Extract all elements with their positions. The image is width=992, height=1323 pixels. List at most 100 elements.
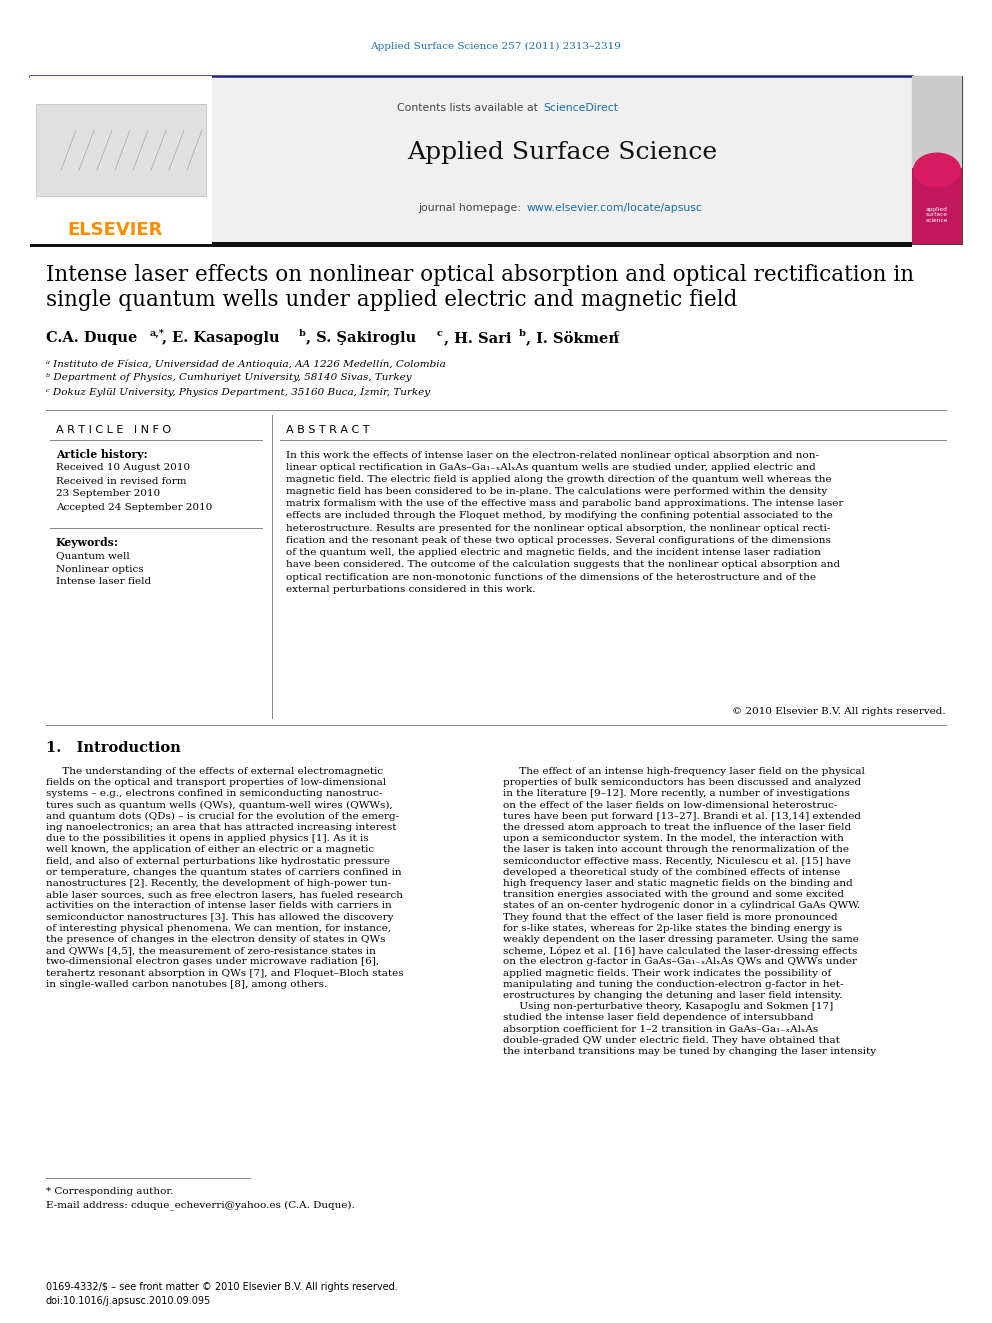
Text: studied the intense laser field dependence of intersubband: studied the intense laser field dependen… [503, 1013, 813, 1023]
Text: 1.   Introduction: 1. Introduction [46, 741, 181, 755]
Bar [912, 75, 962, 243]
Text: C.A. Duque: C.A. Duque [46, 331, 137, 345]
Text: tures such as quantum wells (QWs), quantum-well wires (QWWs),: tures such as quantum wells (QWs), quant… [46, 800, 393, 810]
Text: , S. Şakiroglu: , S. Şakiroglu [306, 331, 417, 345]
Text: on the electron g-factor in GaAs–Ga₁₋ₓAlₓAs QWs and QWWs under: on the electron g-factor in GaAs–Ga₁₋ₓAl… [503, 958, 857, 966]
Text: ing nanoelectronics; an area that has attracted increasing interest: ing nanoelectronics; an area that has at… [46, 823, 397, 832]
Text: magnetic field has been considered to be in-plane. The calculations were perform: magnetic field has been considered to be… [286, 487, 827, 496]
Text: journal homepage:: journal homepage: [419, 202, 525, 213]
Text: applied magnetic fields. Their work indicates the possibility of: applied magnetic fields. Their work indi… [503, 968, 831, 978]
Text: and quantum dots (QDs) – is crucial for the evolution of the emerg-: and quantum dots (QDs) – is crucial for … [46, 812, 399, 822]
Ellipse shape [913, 152, 961, 188]
Text: applied
surface
science: applied surface science [926, 206, 948, 224]
Text: developed a theoretical study of the combined effects of intense: developed a theoretical study of the com… [503, 868, 840, 877]
Text: fields on the optical and transport properties of low-dimensional: fields on the optical and transport prop… [46, 778, 386, 787]
Text: the presence of changes in the electron density of states in QWs: the presence of changes in the electron … [46, 935, 386, 945]
Text: transition energies associated with the ground and some excited: transition energies associated with the … [503, 890, 844, 900]
Text: on the effect of the laser fields on low-dimensional heterostruc-: on the effect of the laser fields on low… [503, 800, 837, 810]
Text: b: b [519, 328, 526, 337]
Text: effects are included through the Floquet method, by modifying the confining pote: effects are included through the Floquet… [286, 512, 832, 520]
Text: Intense laser field: Intense laser field [56, 578, 151, 586]
Text: Received 10 August 2010: Received 10 August 2010 [56, 463, 190, 472]
Text: Keywords:: Keywords: [56, 537, 119, 548]
Text: c: c [437, 328, 442, 337]
Text: a,*: a,* [150, 328, 165, 337]
Text: ᵃ Instituto de Física, Universidad de Antioquia, AA 1226 Medellín, Colombia: ᵃ Instituto de Física, Universidad de An… [46, 360, 445, 369]
Text: , I. Sökmen: , I. Sökmen [526, 331, 619, 345]
Text: and QWWs [4,5], the measurement of zero-resistance states in: and QWWs [4,5], the measurement of zero-… [46, 946, 376, 955]
Text: , H. Sari: , H. Sari [444, 331, 512, 345]
Text: the laser is taken into account through the renormalization of the: the laser is taken into account through … [503, 845, 849, 855]
Text: www.elsevier.com/locate/apsusc: www.elsevier.com/locate/apsusc [527, 202, 703, 213]
Text: The effect of an intense high-frequency laser field on the physical: The effect of an intense high-frequency … [503, 767, 865, 777]
Text: manipulating and tuning the conduction-electron g-factor in het-: manipulating and tuning the conduction-e… [503, 980, 843, 988]
Bar [30, 75, 212, 243]
Text: have been considered. The outcome of the calculation suggests that the nonlinear: have been considered. The outcome of the… [286, 561, 840, 569]
Text: field, and also of external perturbations like hydrostatic pressure: field, and also of external perturbation… [46, 856, 390, 865]
Text: In this work the effects of intense laser on the electron-related nonlinear opti: In this work the effects of intense lase… [286, 451, 819, 459]
Text: of interesting physical phenomena. We can mention, for instance,: of interesting physical phenomena. We ca… [46, 923, 391, 933]
Text: © 2010 Elsevier B.V. All rights reserved.: © 2010 Elsevier B.V. All rights reserved… [732, 708, 946, 717]
Text: in the literature [9–12]. More recently, a number of investigations: in the literature [9–12]. More recently,… [503, 790, 850, 798]
Text: matrix formalism with the use of the effective mass and parabolic band approxima: matrix formalism with the use of the eff… [286, 499, 843, 508]
Text: Article history:: Article history: [56, 448, 148, 459]
Text: ᶜ Dokuz Eylül University, Physics Department, 35160 Buca, İzmir, Turkey: ᶜ Dokuz Eylül University, Physics Depart… [46, 386, 431, 397]
Text: 23 September 2010: 23 September 2010 [56, 490, 161, 499]
Text: for s-like states, whereas for 2p-like states the binding energy is: for s-like states, whereas for 2p-like s… [503, 923, 842, 933]
Text: two-dimensional electron gases under microwave radiation [6],: two-dimensional electron gases under mic… [46, 958, 379, 966]
Text: Applied Surface Science: Applied Surface Science [407, 142, 717, 164]
Text: nanostructures [2]. Recently, the development of high-power tun-: nanostructures [2]. Recently, the develo… [46, 878, 391, 888]
Text: optical rectification are non-monotonic functions of the dimensions of the heter: optical rectification are non-monotonic … [286, 573, 816, 582]
Text: erostructures by changing the detuning and laser field intensity.: erostructures by changing the detuning a… [503, 991, 842, 1000]
Text: scheme, López et al. [16] have calculated the laser-dressing effects: scheme, López et al. [16] have calculate… [503, 946, 857, 955]
Text: single quantum wells under applied electric and magnetic field: single quantum wells under applied elect… [46, 288, 737, 311]
Text: semiconductor effective mass. Recently, Niculescu et al. [15] have: semiconductor effective mass. Recently, … [503, 856, 851, 865]
Text: A R T I C L E   I N F O: A R T I C L E I N F O [56, 425, 172, 435]
Text: or temperature, changes the quantum states of carriers confined in: or temperature, changes the quantum stat… [46, 868, 402, 877]
Text: A B S T R A C T: A B S T R A C T [286, 425, 369, 435]
Text: high frequency laser and static magnetic fields on the binding and: high frequency laser and static magnetic… [503, 878, 853, 888]
Text: double-graded QW under electric field. They have obtained that: double-graded QW under electric field. T… [503, 1036, 840, 1045]
Text: of the quantum well, the applied electric and magnetic fields, and the incident : of the quantum well, the applied electri… [286, 548, 820, 557]
Text: b: b [299, 328, 306, 337]
Text: ELSEVIER: ELSEVIER [67, 221, 163, 239]
Text: , E. Kasapoglu: , E. Kasapoglu [162, 331, 280, 345]
Text: semiconductor nanostructures [3]. This has allowed the discovery: semiconductor nanostructures [3]. This h… [46, 913, 394, 922]
Text: absorption coefficient for 1–2 transition in GaAs–Ga₁₋ₓAlₓAs: absorption coefficient for 1–2 transitio… [503, 1024, 818, 1033]
Text: tures have been put forward [13–27]. Brandi et al. [13,14] extended: tures have been put forward [13–27]. Bra… [503, 812, 861, 820]
Text: linear optical rectification in GaAs–Ga₁₋ₓAlₓAs quantum wells are studied under,: linear optical rectification in GaAs–Ga₁… [286, 463, 815, 472]
Bar [36, 105, 206, 196]
Text: able laser sources, such as free electron lasers, has fueled research: able laser sources, such as free electro… [46, 890, 403, 900]
Text: states of an on-center hydrogenic donor in a cylindrical GaAs QWW.: states of an on-center hydrogenic donor … [503, 901, 860, 910]
Bar [912, 75, 962, 169]
Text: well known, the application of either an electric or a magnetic: well known, the application of either an… [46, 845, 374, 855]
Text: E-mail address: cduque_echeverri@yahoo.es (C.A. Duque).: E-mail address: cduque_echeverri@yahoo.e… [46, 1200, 355, 1211]
Bar [30, 75, 912, 243]
Text: external perturbations considered in this work.: external perturbations considered in thi… [286, 585, 536, 594]
Text: Quantum well: Quantum well [56, 552, 130, 561]
Text: fication and the resonant peak of these two optical processes. Several configura: fication and the resonant peak of these … [286, 536, 831, 545]
Text: weakly dependent on the laser dressing parameter. Using the same: weakly dependent on the laser dressing p… [503, 935, 859, 945]
Text: properties of bulk semiconductors has been discussed and analyzed: properties of bulk semiconductors has be… [503, 778, 861, 787]
Text: Received in revised form: Received in revised form [56, 476, 186, 486]
Text: the interband transitions may be tuned by changing the laser intensity: the interband transitions may be tuned b… [503, 1046, 876, 1056]
Bar [30, 242, 912, 247]
Text: * Corresponding author.: * Corresponding author. [46, 1187, 174, 1196]
Text: doi:10.1016/j.apsusc.2010.09.095: doi:10.1016/j.apsusc.2010.09.095 [46, 1297, 211, 1306]
Text: Accepted 24 September 2010: Accepted 24 September 2010 [56, 503, 212, 512]
Text: The understanding of the effects of external electromagnetic: The understanding of the effects of exte… [46, 767, 383, 777]
Text: 0169-4332/$ – see front matter © 2010 Elsevier B.V. All rights reserved.: 0169-4332/$ – see front matter © 2010 El… [46, 1282, 398, 1293]
Text: upon a semiconductor system. In the model, the interaction with: upon a semiconductor system. In the mode… [503, 835, 844, 843]
Text: Nonlinear optics: Nonlinear optics [56, 565, 144, 573]
Text: the dressed atom approach to treat the influence of the laser field: the dressed atom approach to treat the i… [503, 823, 851, 832]
Text: They found that the effect of the laser field is more pronounced: They found that the effect of the laser … [503, 913, 837, 922]
Text: c: c [614, 328, 620, 337]
Text: ScienceDirect: ScienceDirect [543, 103, 618, 112]
Text: systems – e.g., electrons confined in semiconducting nanostruc-: systems – e.g., electrons confined in se… [46, 790, 382, 798]
Text: Applied Surface Science 257 (2011) 2313–2319: Applied Surface Science 257 (2011) 2313–… [371, 41, 621, 50]
Text: Intense laser effects on nonlinear optical absorption and optical rectification : Intense laser effects on nonlinear optic… [46, 265, 914, 286]
Text: Contents lists available at: Contents lists available at [397, 103, 541, 112]
Text: terahertz resonant absorption in QWs [7], and Floquet–Bloch states: terahertz resonant absorption in QWs [7]… [46, 968, 404, 978]
Text: ᵇ Department of Physics, Cumhuriyet University, 58140 Sivas, Turkey: ᵇ Department of Physics, Cumhuriyet Univ… [46, 373, 412, 382]
Text: activities on the interaction of intense laser fields with carriers in: activities on the interaction of intense… [46, 901, 392, 910]
